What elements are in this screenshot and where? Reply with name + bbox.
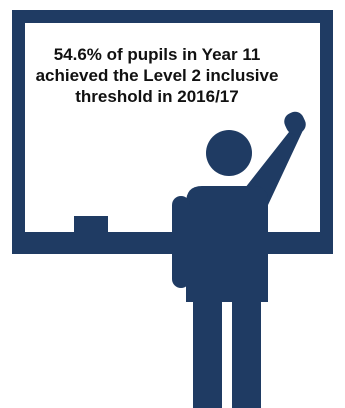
statistic-line-3: threshold in 2016/17 bbox=[75, 87, 239, 106]
marker-icon bbox=[74, 216, 108, 232]
teacher-pointing-icon bbox=[172, 111, 306, 408]
statistic-headline: 54.6% of pupils in Year 11 achieved the … bbox=[16, 44, 298, 107]
whiteboard-icon bbox=[12, 10, 333, 254]
statistic-line-1: 54.6% of pupils in Year 11 bbox=[53, 45, 261, 64]
statistic-line-2: achieved the Level 2 inclusive bbox=[35, 66, 279, 85]
